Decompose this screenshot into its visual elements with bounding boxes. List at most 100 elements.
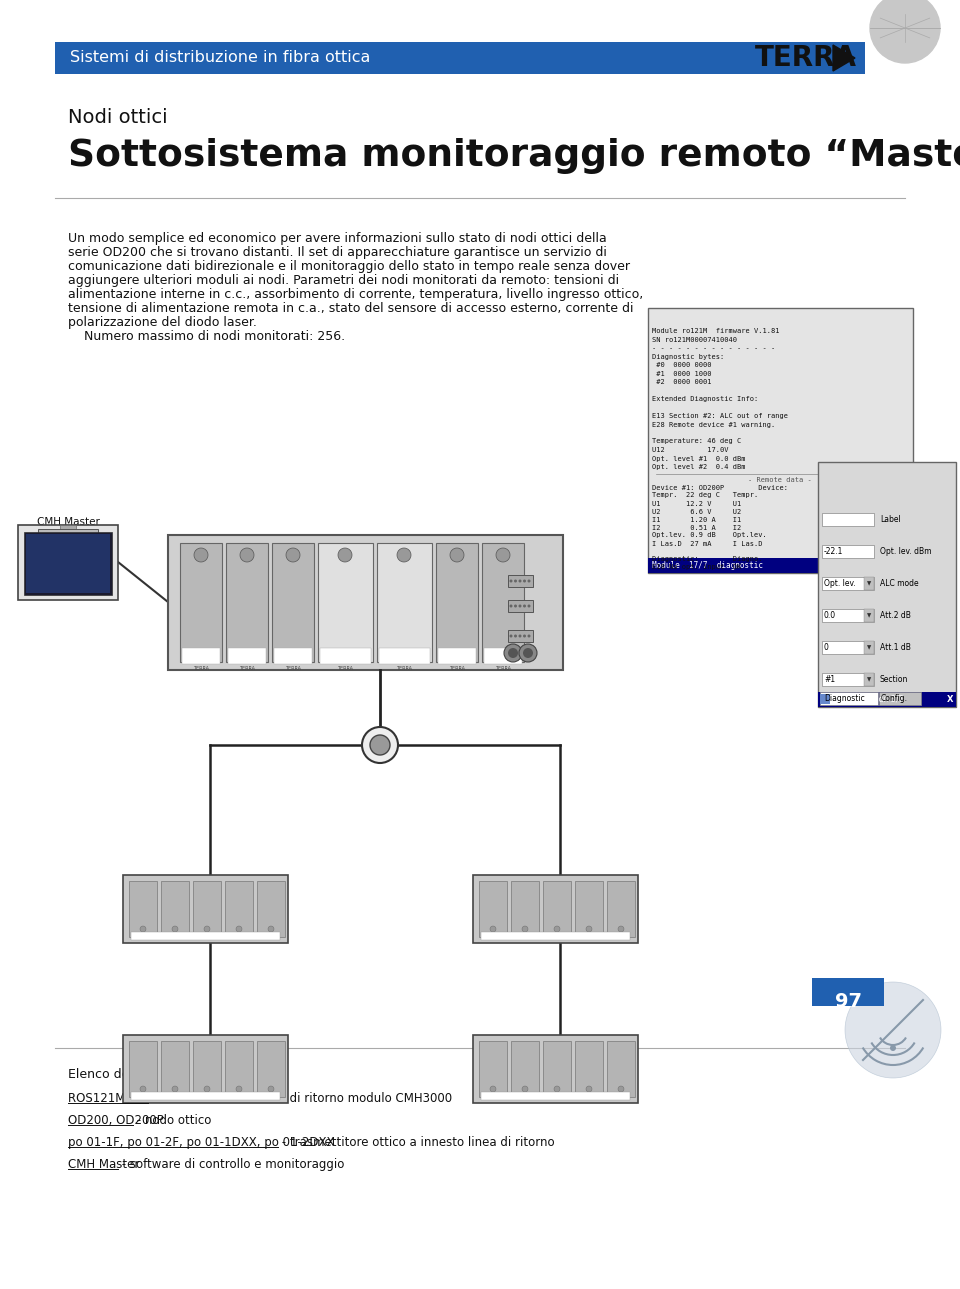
Circle shape	[236, 926, 242, 932]
Text: Config.: Config.	[881, 693, 908, 703]
Bar	[131, 932, 280, 940]
Text: Opt. level #1  0.0 dBm: Opt. level #1 0.0 dBm	[652, 455, 746, 461]
Text: #2  0000 0001: #2 0000 0001	[652, 379, 711, 385]
Circle shape	[504, 644, 522, 663]
Text: ▼: ▼	[867, 581, 871, 586]
Bar	[257, 1042, 285, 1097]
Text: ROS121M o ro121M: ROS121M o ro121M	[68, 1092, 184, 1105]
Text: ▼: ▼	[867, 614, 871, 617]
Bar	[60, 525, 76, 535]
Text: X: X	[903, 561, 910, 570]
Bar	[575, 1042, 603, 1097]
Bar	[473, 1035, 638, 1103]
Bar	[481, 1092, 630, 1100]
Text: OD200, OD200P: OD200, OD200P	[68, 1114, 164, 1127]
Bar	[818, 461, 956, 706]
Text: 97: 97	[834, 993, 861, 1011]
Text: Nodi ottici: Nodi ottici	[68, 108, 168, 128]
Text: #1  0000 1000: #1 0000 1000	[652, 370, 711, 376]
Circle shape	[140, 926, 146, 932]
Bar	[193, 880, 221, 937]
Bar	[161, 1042, 189, 1097]
Bar	[377, 543, 432, 663]
Bar	[812, 978, 884, 1005]
Bar	[543, 1042, 571, 1097]
Bar	[438, 648, 476, 664]
Text: tensione di alimentazione remota in c.a., stato del sensore di accesso esterno, : tensione di alimentazione remota in c.a.…	[68, 302, 634, 315]
Text: - nodo ottico: - nodo ottico	[133, 1114, 211, 1127]
Bar	[879, 692, 921, 705]
Text: 0: 0	[824, 643, 828, 652]
Text: U1      12.2 V     U1: U1 12.2 V U1	[652, 500, 741, 507]
Bar	[864, 641, 874, 654]
Text: ALC mode: ALC mode	[880, 579, 919, 588]
Bar	[508, 630, 533, 642]
Circle shape	[510, 605, 513, 607]
Text: TERRA: TERRA	[239, 666, 255, 672]
Bar	[55, 43, 865, 73]
Text: TERRA: TERRA	[495, 666, 511, 672]
Circle shape	[518, 634, 521, 638]
Bar	[479, 880, 507, 937]
Bar	[607, 880, 635, 937]
Circle shape	[527, 580, 531, 583]
Text: CMH Master: CMH Master	[36, 517, 100, 527]
Bar	[479, 1042, 507, 1097]
Text: Module  17/7  diagnostic: Module 17/7 diagnostic	[652, 561, 763, 570]
Circle shape	[890, 1045, 896, 1051]
Text: - Remote data -: - Remote data -	[748, 477, 812, 482]
Bar	[473, 875, 638, 944]
Text: po 01-1F, po 01-2F, po 01-1DXX, po 01-2DXX: po 01-1F, po 01-2F, po 01-1DXX, po 01-2D…	[68, 1136, 334, 1148]
Text: I Las.D  27 mA     I Las.D: I Las.D 27 mA I Las.D	[652, 540, 762, 547]
Text: Opt. level #2  0.4 dBm: Opt. level #2 0.4 dBm	[652, 464, 746, 470]
Text: Diagnostic bytes:: Diagnostic bytes:	[652, 353, 724, 360]
Bar	[822, 641, 874, 654]
Text: ▼: ▼	[867, 644, 871, 650]
Bar	[26, 534, 110, 593]
Bar	[168, 535, 563, 670]
Bar	[508, 599, 533, 612]
Bar	[822, 673, 874, 686]
Text: - - - - - - - - - - - - - - -: - - - - - - - - - - - - - - -	[652, 345, 776, 351]
Bar	[129, 1042, 157, 1097]
Text: Sistemi di distribuzione in fibra ottica: Sistemi di distribuzione in fibra ottica	[70, 50, 371, 66]
Text: U2       6.6 V     U2: U2 6.6 V U2	[652, 508, 741, 514]
Circle shape	[518, 580, 521, 583]
Circle shape	[870, 0, 940, 63]
Circle shape	[194, 548, 208, 562]
Circle shape	[586, 1087, 592, 1092]
Bar	[482, 543, 524, 663]
Circle shape	[523, 648, 533, 657]
Text: Opt. lev.: Opt. lev.	[824, 579, 855, 588]
Text: Opt. lev. dBm: Opt. lev. dBm	[880, 547, 931, 556]
Bar	[131, 1092, 280, 1100]
Text: 0.0: 0.0	[824, 611, 836, 620]
Circle shape	[523, 580, 526, 583]
Bar	[38, 528, 98, 538]
Bar	[129, 880, 157, 937]
Text: - software di controllo e monitoraggio: - software di controllo e monitoraggio	[118, 1158, 345, 1170]
Text: ro121M   Addr. 3/7: ro121M Addr. 3/7	[833, 695, 903, 704]
Circle shape	[286, 548, 300, 562]
Text: X: X	[947, 695, 953, 704]
Text: aggiungere ulteriori moduli ai nodi. Parametri dei nodi monitorati da remoto: te: aggiungere ulteriori moduli ai nodi. Par…	[68, 275, 619, 287]
Circle shape	[618, 1087, 624, 1092]
Bar	[123, 875, 288, 944]
Text: Sottosistema monitoraggio remoto “MasterWatch”: Sottosistema monitoraggio remoto “Master…	[68, 138, 960, 174]
Circle shape	[554, 1087, 560, 1092]
Text: SN ro121M00007410040: SN ro121M00007410040	[652, 336, 737, 343]
Bar	[511, 1042, 539, 1097]
Circle shape	[370, 735, 390, 755]
Bar	[24, 532, 112, 596]
Circle shape	[510, 634, 513, 638]
Bar	[864, 608, 874, 623]
Bar	[18, 525, 118, 599]
Text: Opt.lev. 0.9 dB    Opt.lev.: Opt.lev. 0.9 dB Opt.lev.	[652, 532, 767, 539]
Circle shape	[522, 1087, 528, 1092]
Text: Device #1: OD200P        Device:: Device #1: OD200P Device:	[652, 485, 788, 491]
Bar	[436, 543, 478, 663]
Text: Elenco delle apparecchiature:: Elenco delle apparecchiature:	[68, 1069, 254, 1081]
Circle shape	[514, 634, 517, 638]
Text: TERRA: TERRA	[449, 666, 465, 672]
Bar	[272, 543, 314, 663]
